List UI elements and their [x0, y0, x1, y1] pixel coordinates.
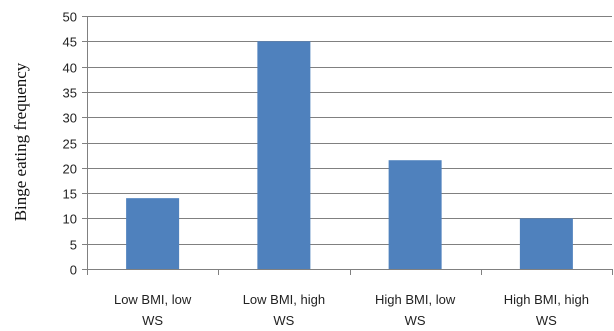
bar: [519, 218, 573, 269]
y-tick-label: 35: [63, 86, 77, 101]
category-label: Low BMI, high: [243, 292, 325, 307]
y-tick-label: 40: [63, 61, 77, 76]
y-tick-label: 10: [63, 212, 77, 227]
y-tick-label: 20: [63, 162, 77, 177]
bar: [257, 41, 311, 269]
category-label: WS: [273, 313, 294, 328]
category-labels: Low BMI, low WS Low BMI, high WS High BMI, l…: [114, 292, 589, 328]
bars: [126, 41, 573, 269]
category-label: WS: [405, 313, 426, 328]
category-label: High BMI, high: [504, 292, 589, 307]
y-tick-labels: 0 5 10 15 20 25 30 35 40 45 50: [63, 10, 77, 278]
y-axis-label: Binge eating frequency: [11, 62, 30, 221]
y-tick-label: 25: [63, 137, 77, 152]
bar: [126, 198, 180, 269]
category-label: High BMI, low: [375, 292, 456, 307]
y-tick-label: 50: [63, 10, 77, 25]
y-tick-label: 5: [70, 238, 77, 253]
y-tick-label: 45: [63, 35, 77, 50]
y-tick-label: 0: [70, 263, 77, 278]
axes: [82, 16, 613, 275]
bar: [388, 160, 442, 269]
category-label: WS: [142, 313, 163, 328]
y-tick-label: 30: [63, 111, 77, 126]
y-tick-label: 15: [63, 187, 77, 202]
category-label: WS: [536, 313, 557, 328]
category-label: Low BMI, low: [114, 292, 192, 307]
